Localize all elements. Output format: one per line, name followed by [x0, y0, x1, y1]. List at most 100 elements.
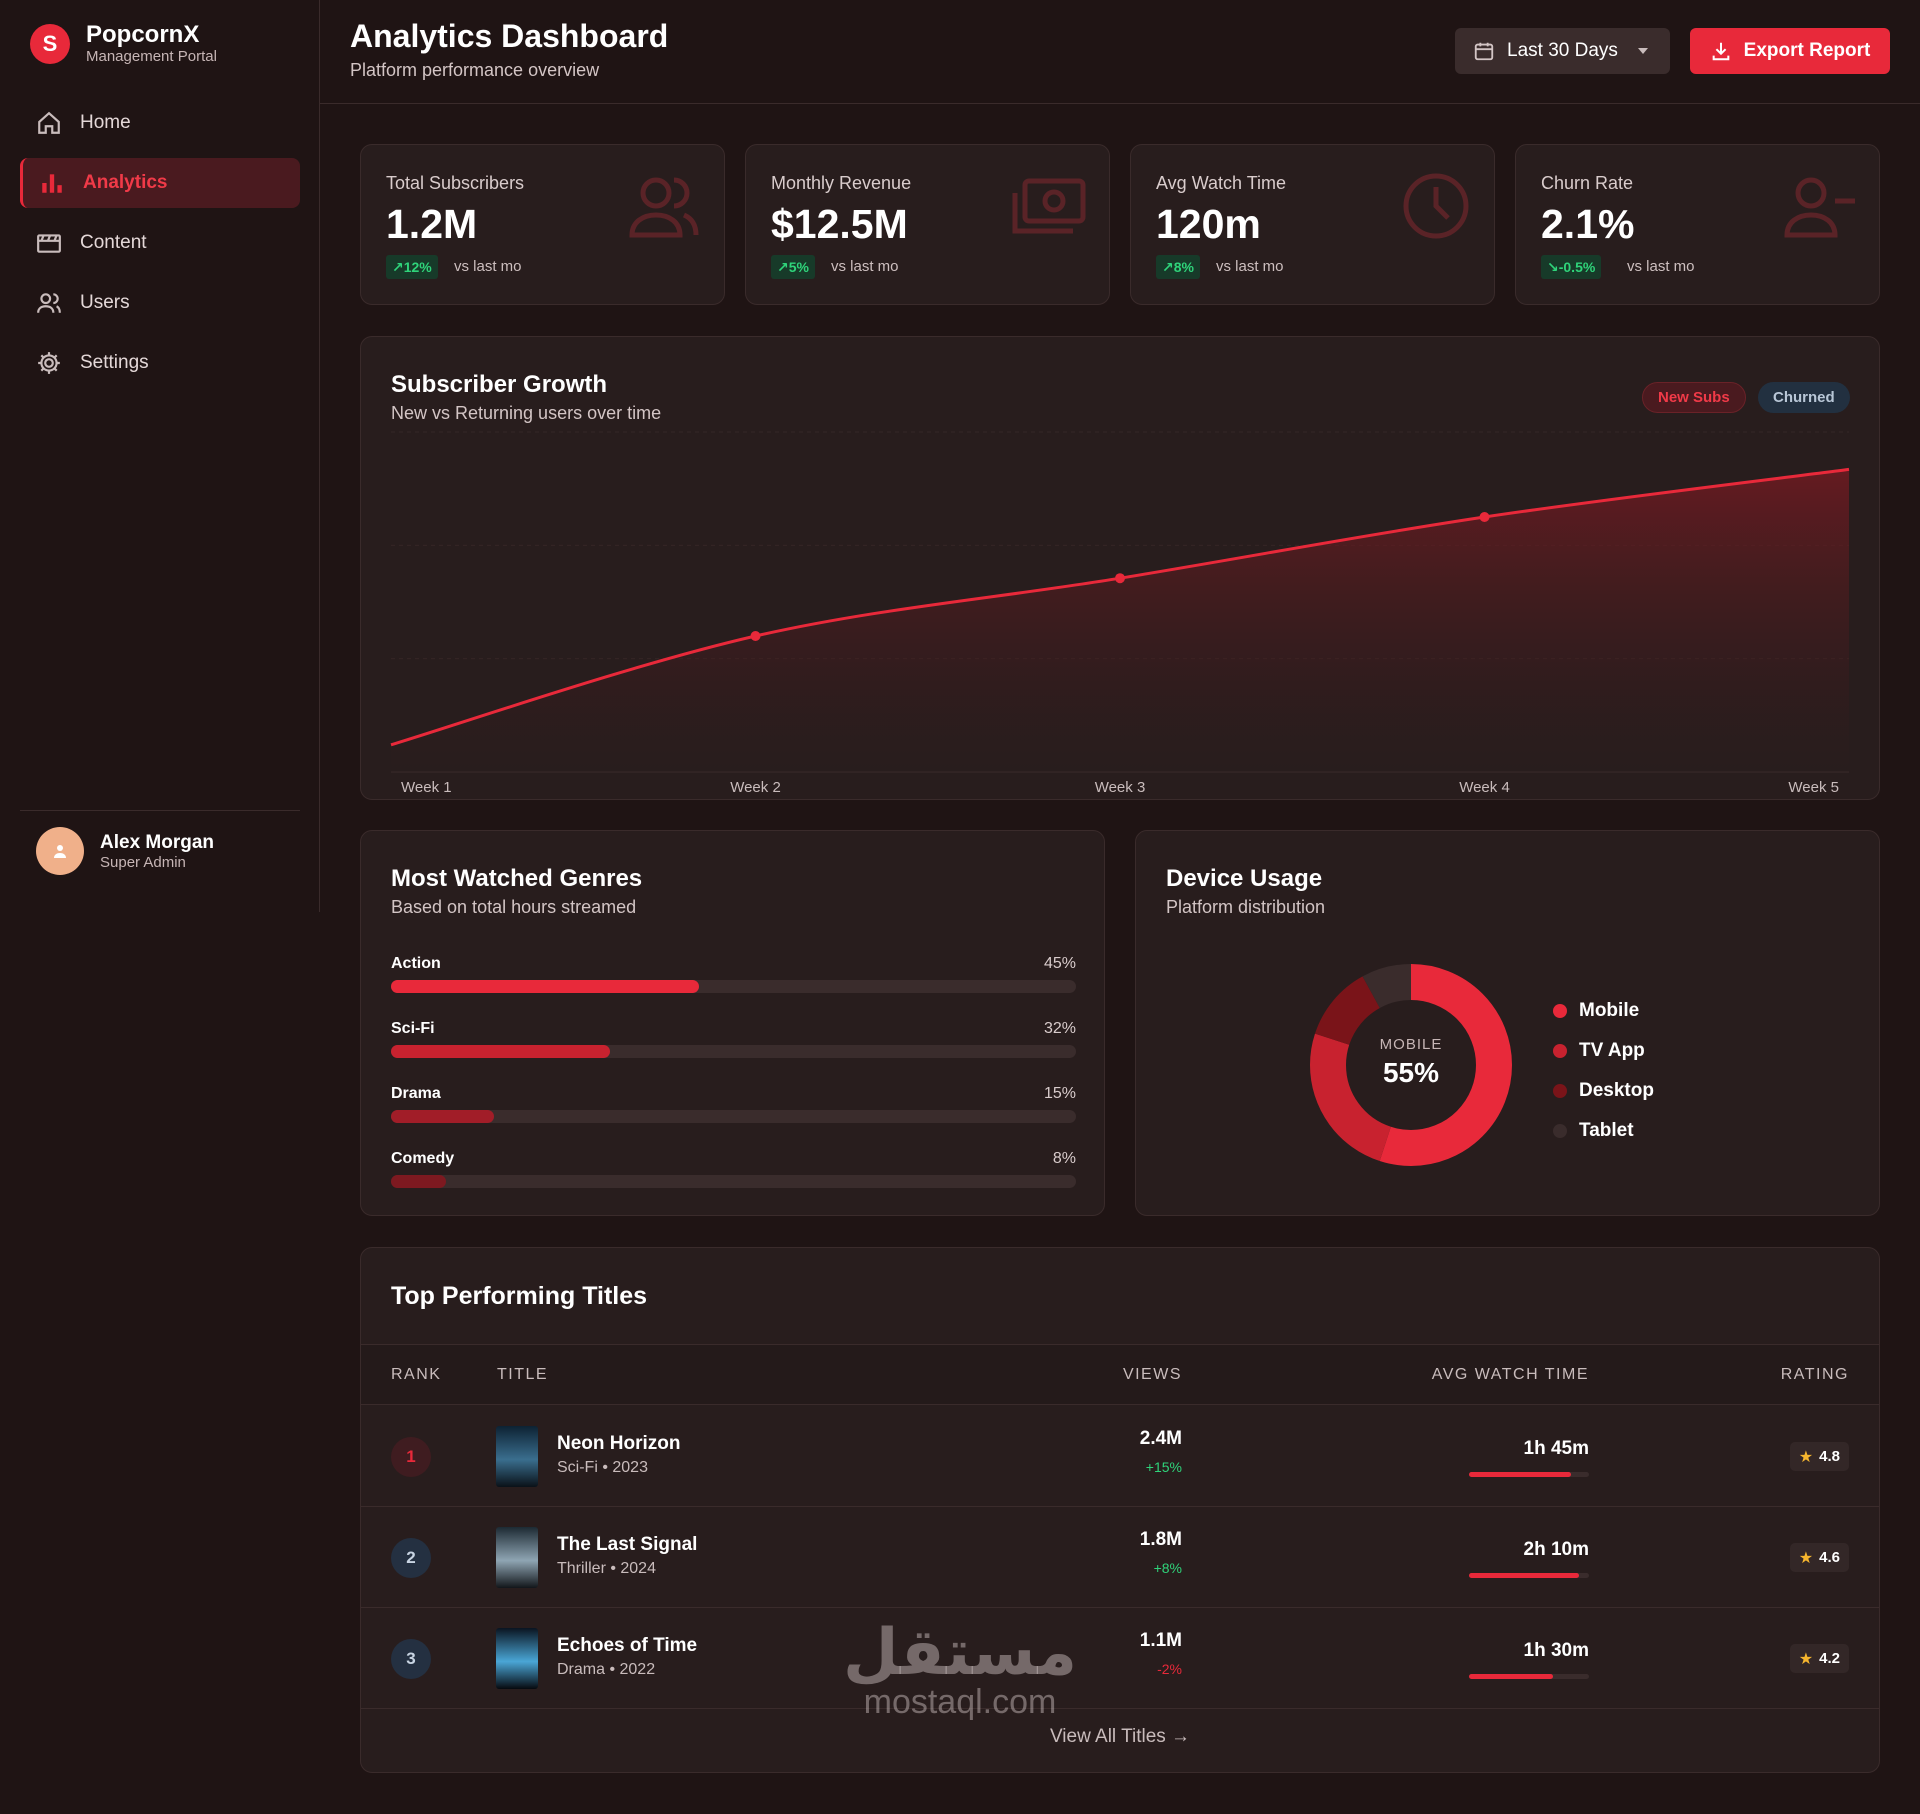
money-icon: [1011, 171, 1087, 241]
chart-subtitle: New vs Returning users over time: [391, 403, 662, 423]
device-donut-chart: [1310, 964, 1512, 1166]
home-icon: [38, 111, 60, 134]
watch-time-bar: [1469, 1573, 1589, 1578]
date-range-dropdown[interactable]: Last 30 Days: [1455, 28, 1670, 74]
download-icon: [1712, 42, 1729, 61]
legend-churned[interactable]: Churned: [1758, 382, 1850, 413]
genre-progress-fill: [391, 980, 700, 993]
donut-segment-tv-app[interactable]: [1310, 964, 1512, 1166]
views-delta: +8%: [1153, 1560, 1182, 1576]
table-row[interactable]: 2 The Last Signal Thriller • 2024 1.8M +8% 2h…: [361, 1507, 1879, 1608]
user-profile[interactable]: Alex Morgan Super Admin: [36, 827, 214, 875]
table-row[interactable]: 3 Echoes of Time Drama • 2022 1.1M -2% 1h 30m…: [361, 1608, 1879, 1709]
data-point[interactable]: [750, 631, 761, 641]
legend-item-tv-app: TV App: [1553, 1031, 1654, 1071]
top-titles-card: Top Performing Titles RANK TITLE VIEWS A…: [360, 1247, 1880, 1773]
legend-dot: [1553, 1124, 1567, 1138]
device-title: Device Usage: [1166, 865, 1323, 892]
title-poster: [496, 1426, 538, 1487]
sidebar-item-home[interactable]: Home: [20, 98, 300, 148]
donut-segment-tablet[interactable]: [1310, 964, 1512, 1166]
rating-badge: ★ 4.6: [1789, 1543, 1849, 1572]
header-views[interactable]: VIEWS: [1122, 1366, 1182, 1383]
export-report-button[interactable]: Export Report: [1690, 28, 1890, 74]
data-point[interactable]: [1115, 573, 1125, 584]
stat-delta-badge: ↗12%: [386, 255, 438, 279]
brand-logo: S: [30, 23, 70, 64]
calendar-icon: [1474, 42, 1494, 61]
stat-label: Churn Rate: [1541, 173, 1634, 193]
rating-badge: ★ 4.2: [1789, 1644, 1849, 1673]
title-meta: Drama • 2022: [557, 1661, 656, 1678]
star-icon: ★: [1798, 1650, 1814, 1668]
sidebar-divider: [20, 810, 300, 811]
x-tick-label: Week 5: [1788, 779, 1839, 796]
genre-percent: 32%: [1043, 1020, 1076, 1037]
sidebar-item-content[interactable]: Content: [20, 218, 300, 268]
data-point[interactable]: [1479, 512, 1490, 522]
stat-card-subscribers: Total Subscribers 1.2M ↗12% vs last mo: [360, 144, 725, 305]
views-value: 2.4M: [1139, 1428, 1182, 1449]
brand[interactable]: S PopcornX Management Portal: [30, 22, 217, 65]
views-delta: +15%: [1145, 1459, 1182, 1475]
page-header: Analytics Dashboard Platform performance…: [320, 0, 1920, 104]
growth-chart: Week 1 Week 2 Week 3 Week 4 Week 5: [390, 431, 1850, 796]
title-name[interactable]: Neon Horizon: [557, 1433, 681, 1454]
stat-card-watch-time: Avg Watch Time 120m ↗8% vs last mo: [1130, 144, 1495, 305]
table-row[interactable]: 1 Neon Horizon Sci-Fi • 2023 2.4M +15% 1h 45m…: [361, 1406, 1879, 1507]
title-name[interactable]: Echoes of Time: [557, 1635, 698, 1656]
sidebar-item-users[interactable]: Users: [20, 278, 300, 328]
legend-dot: [1553, 1044, 1567, 1058]
avatar: [36, 827, 84, 875]
x-tick-label: Week 4: [1459, 779, 1510, 796]
watch-time-value: 2h 10m: [1523, 1539, 1589, 1560]
table-title: Top Performing Titles: [391, 1282, 648, 1310]
subscriber-growth-card: Subscriber Growth New vs Returning users…: [360, 336, 1880, 800]
stat-delta-badge: ↗8%: [1156, 255, 1200, 279]
genres-title: Most Watched Genres: [391, 865, 643, 892]
legend-item-tablet: Tablet: [1553, 1111, 1654, 1151]
series-area-new-subs: [391, 469, 1849, 772]
genre-label: Sci-Fi: [391, 1020, 435, 1037]
sidebar-item-analytics[interactable]: Analytics: [20, 158, 300, 208]
donut-center-value: 55%: [1382, 1057, 1440, 1088]
brand-name: PopcornX: [86, 21, 200, 48]
header-title[interactable]: TITLE: [497, 1366, 549, 1383]
watermark-arabic: مستقل: [842, 1616, 1078, 1688]
x-tick-label: Week 2: [730, 779, 781, 796]
genre-progress-track: [391, 1045, 1076, 1058]
header-rating[interactable]: RATING: [1780, 1366, 1849, 1383]
device-subtitle: Platform distribution: [1166, 897, 1326, 917]
title-poster: [496, 1628, 538, 1689]
sidebar-item-label: Settings: [80, 352, 149, 373]
star-icon: ★: [1798, 1448, 1814, 1466]
stat-label: Avg Watch Time: [1156, 173, 1287, 193]
sidebar-item-settings[interactable]: Settings: [20, 338, 300, 388]
view-all-titles-link[interactable]: View All Titles →: [1049, 1726, 1191, 1747]
views-value: 1.8M: [1139, 1529, 1182, 1550]
title-poster: [496, 1527, 538, 1588]
donut-center-label: MOBILE: [1379, 1036, 1443, 1053]
legend-dot: [1553, 1084, 1567, 1098]
genre-progress-track: [391, 980, 1076, 993]
date-range-label: Last 30 Days: [1507, 40, 1618, 61]
header-rank[interactable]: RANK: [391, 1366, 442, 1383]
header-watch-time[interactable]: AVG WATCH TIME: [1431, 1366, 1589, 1383]
watch-time-bar: [1469, 1472, 1589, 1477]
chevron-down-icon: [1637, 48, 1648, 54]
legend-item-mobile: Mobile: [1553, 991, 1654, 1031]
stat-label: Monthly Revenue: [771, 173, 912, 193]
watch-time-value: 1h 45m: [1523, 1438, 1589, 1459]
genre-label: Drama: [391, 1085, 441, 1102]
chart-title: Subscriber Growth: [391, 371, 608, 398]
legend-label: Mobile: [1579, 1000, 1640, 1021]
title-name[interactable]: The Last Signal: [557, 1534, 698, 1555]
watch-time-bar: [1469, 1674, 1589, 1679]
legend-new-subs[interactable]: New Subs: [1642, 382, 1746, 413]
rank-badge: 3: [391, 1639, 431, 1679]
brand-subtitle: Management Portal: [86, 48, 217, 65]
watch-time-value: 1h 30m: [1523, 1640, 1589, 1661]
stat-value: 120m: [1156, 201, 1261, 247]
stat-compare: vs last mo: [831, 258, 899, 275]
genre-progress-fill: [391, 1045, 611, 1058]
